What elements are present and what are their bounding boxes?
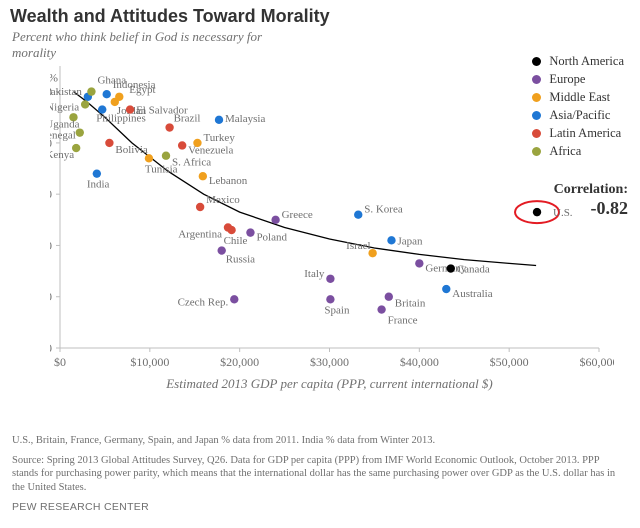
- data-point-label: Egypt: [129, 84, 155, 96]
- data-point: [103, 90, 111, 98]
- data-point-label: Chile: [224, 235, 248, 247]
- notes: U.S., Britain, France, Germany, Spain, a…: [0, 434, 640, 513]
- data-point: [115, 93, 123, 101]
- data-point: [230, 295, 238, 303]
- data-point-label: S. Korea: [364, 204, 403, 216]
- y-tick-label: 60: [50, 187, 52, 201]
- y-tick-label: 40: [50, 238, 52, 252]
- data-point: [246, 228, 254, 236]
- data-point: [126, 105, 134, 113]
- data-point: [326, 275, 334, 283]
- x-tick-label: $30,000: [310, 355, 349, 369]
- data-point: [105, 139, 113, 147]
- data-point-label: Lebanon: [209, 175, 248, 187]
- x-tick-label: $20,000: [220, 355, 259, 369]
- data-point: [87, 87, 95, 95]
- data-point-label: Senegal: [50, 130, 76, 142]
- data-point-label: Australia: [452, 288, 492, 300]
- data-point-label: Poland: [256, 232, 287, 244]
- data-point-label: Nigeria: [50, 101, 79, 113]
- data-point: [178, 141, 186, 149]
- y-tick-label: 20: [50, 290, 52, 304]
- data-point-label: India: [87, 179, 110, 191]
- data-point: [415, 259, 423, 267]
- data-point-label: Russia: [226, 254, 255, 266]
- data-point-label: Argentina: [178, 229, 222, 241]
- data-point: [377, 305, 385, 313]
- x-tick-label: $50,000: [490, 355, 529, 369]
- data-point-label: Canada: [457, 264, 490, 276]
- data-point-label: Britain: [395, 298, 426, 310]
- chart-container: Wealth and Attitudes Toward Morality Per…: [0, 0, 640, 528]
- data-point-label: France: [388, 315, 418, 327]
- data-point: [385, 293, 393, 301]
- chart-subtitle: Percent who think belief in God is neces…: [0, 27, 272, 60]
- data-point-label: Mexico: [206, 194, 240, 206]
- data-point: [354, 210, 362, 218]
- x-tick-label: $0: [54, 355, 66, 369]
- data-point: [193, 139, 201, 147]
- data-point: [81, 100, 89, 108]
- data-point-label: Bolivia: [115, 144, 148, 156]
- footnote: U.S., Britain, France, Germany, Spain, a…: [0, 434, 640, 448]
- data-point: [326, 295, 334, 303]
- data-point-label: Spain: [324, 304, 350, 316]
- data-point: [447, 264, 455, 272]
- data-point-label: Uganda: [50, 118, 80, 130]
- brand: PEW RESEARCH CENTER: [0, 495, 640, 513]
- data-point: [227, 226, 235, 234]
- data-point: [387, 236, 395, 244]
- data-point-label: Israel: [346, 240, 370, 252]
- x-tick-label: $40,000: [400, 355, 439, 369]
- data-point-label: Japan: [397, 235, 423, 247]
- data-point-label: Brazil: [174, 113, 201, 125]
- data-point: [196, 203, 204, 211]
- source-text: Source: Spring 2013 Global Attitudes Sur…: [0, 448, 640, 495]
- data-point: [199, 172, 207, 180]
- data-point-label: Pakistan: [50, 86, 82, 98]
- y-tick-label: 0: [50, 341, 52, 355]
- chart-title: Wealth and Attitudes Toward Morality: [0, 0, 640, 27]
- data-point: [218, 246, 226, 254]
- data-point-label: Kenya: [50, 149, 74, 161]
- pct-symbol: %: [50, 71, 58, 85]
- scatter-plot: 020406080100%$0$10,000$20,000$30,000$40,…: [50, 58, 614, 398]
- data-point-label: Italy: [304, 268, 325, 280]
- data-point-label: Turkey: [203, 132, 235, 144]
- data-point: [145, 154, 153, 162]
- data-point-label: Czech Rep.: [178, 296, 229, 308]
- x-tick-label: $60,000: [580, 355, 615, 369]
- data-point: [533, 208, 541, 216]
- data-point-label: Greece: [282, 209, 313, 221]
- data-point: [215, 116, 223, 124]
- x-tick-label: $10,000: [130, 355, 169, 369]
- data-point: [271, 216, 279, 224]
- data-point-label: U.S.: [553, 207, 573, 219]
- data-point-label: Malaysia: [225, 113, 265, 125]
- data-point: [76, 128, 84, 136]
- data-point: [93, 169, 101, 177]
- chart-area: 020406080100%$0$10,000$20,000$30,000$40,…: [50, 58, 614, 398]
- data-point: [442, 285, 450, 293]
- data-point-label: S. Africa: [172, 157, 211, 169]
- data-point: [162, 152, 170, 160]
- x-axis-title: Estimated 2013 GDP per capita (PPP, curr…: [165, 376, 493, 391]
- data-point: [165, 123, 173, 131]
